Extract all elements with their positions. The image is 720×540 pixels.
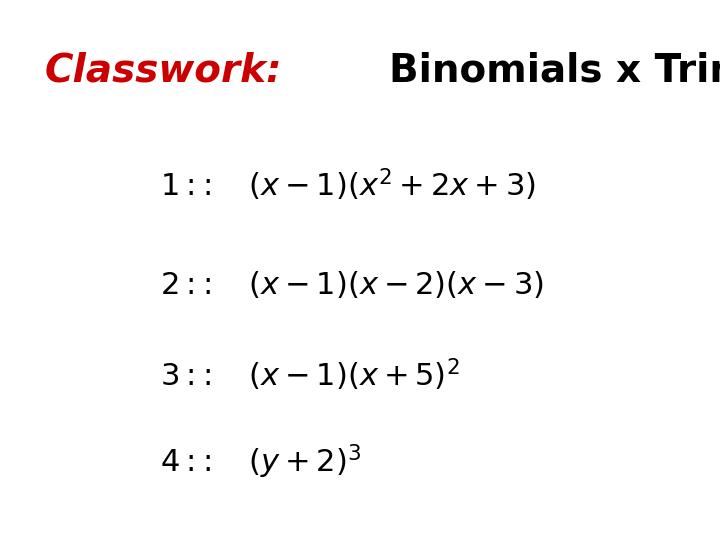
Text: $4:\!:\quad (y+2)^{3}$: $4:\!:\quad (y+2)^{3}$ [160, 443, 361, 481]
Text: Classwork:: Classwork: [45, 52, 282, 90]
Text: $2:\!:\quad (x-1)(x-2)(x-3)$: $2:\!:\quad (x-1)(x-2)(x-3)$ [160, 269, 544, 300]
Text: $1:\!:\quad (x-1)(x^{2}+2x+3)$: $1:\!:\quad (x-1)(x^{2}+2x+3)$ [160, 167, 536, 203]
Text: $3:\!:\quad (x-1)(x+5)^{2}$: $3:\!:\quad (x-1)(x+5)^{2}$ [160, 357, 459, 393]
Text: Binomials x Trinomials: Binomials x Trinomials [362, 52, 720, 90]
